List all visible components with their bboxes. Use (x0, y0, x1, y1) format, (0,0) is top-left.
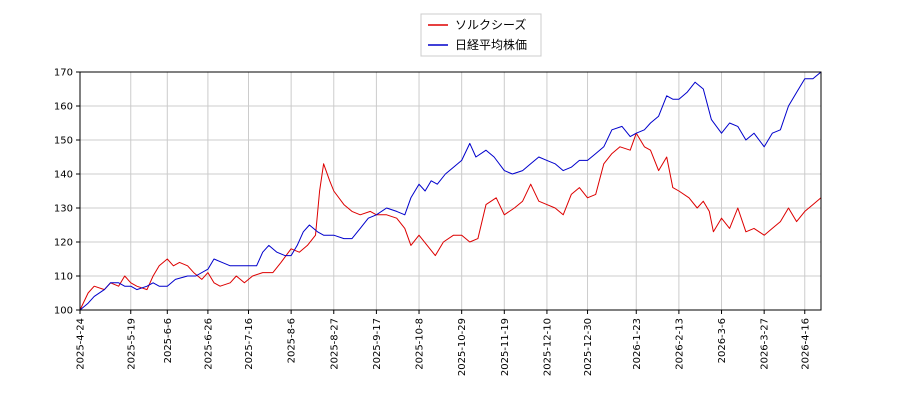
series-layer (79, 71, 822, 311)
x-tick-label: 2025-8-27 (329, 318, 340, 370)
x-axis: 2025-4-24 2025-5-19 2025-6-6 2025-6-26 2025-… (76, 310, 811, 376)
y-tick-label: 170 (54, 68, 73, 79)
x-tick-label: 2025-6-6 (163, 318, 174, 363)
y-tick-label: 130 (54, 204, 73, 215)
x-tick-label: 2026-1-23 (632, 318, 643, 370)
legend: ソルクシーズ 日経平均株価 (420, 13, 542, 57)
x-tick-label: 2025-10-29 (457, 318, 468, 376)
x-tick-label: 2026-4-16 (800, 318, 811, 370)
x-tick-label: 2025-5-19 (126, 318, 137, 370)
x-tick-label: 2026-2-13 (674, 318, 685, 370)
x-tick-label: 2025-10-8 (415, 318, 426, 370)
x-tick-label: 2025-6-26 (203, 318, 214, 370)
legend-label: ソルクシーズ (455, 17, 526, 32)
legend-box (420, 13, 542, 57)
y-tick-label: 140 (54, 170, 73, 181)
legend-label: 日経平均株価 (455, 37, 527, 52)
x-tick-label: 2025-4-24 (76, 318, 87, 370)
y-axis: 100 110 120 130 140 150 160 170 (54, 68, 80, 317)
y-tick-label: 110 (54, 272, 73, 283)
x-tick-label: 2026-3-6 (717, 318, 728, 363)
series-line-1 (79, 71, 822, 311)
x-tick-label: 2025-9-17 (372, 318, 383, 370)
y-tick-label: 150 (54, 136, 73, 147)
x-tick-label: 2025-11-19 (500, 318, 511, 376)
x-tick-label: 2025-8-6 (287, 318, 298, 363)
y-tick-label: 120 (54, 238, 73, 249)
x-tick-label: 2025-12-10 (542, 318, 553, 376)
x-tick-label: 2025-12-30 (583, 318, 594, 376)
y-tick-label: 100 (54, 306, 73, 317)
series-line-0 (79, 132, 822, 311)
grid (79, 71, 821, 311)
plot-frame (79, 71, 822, 311)
plot-area (80, 72, 821, 310)
x-tick-label: 2025-7-16 (244, 318, 255, 370)
y-tick-label: 160 (54, 102, 73, 113)
x-tick-label: 2026-3-27 (760, 318, 771, 370)
